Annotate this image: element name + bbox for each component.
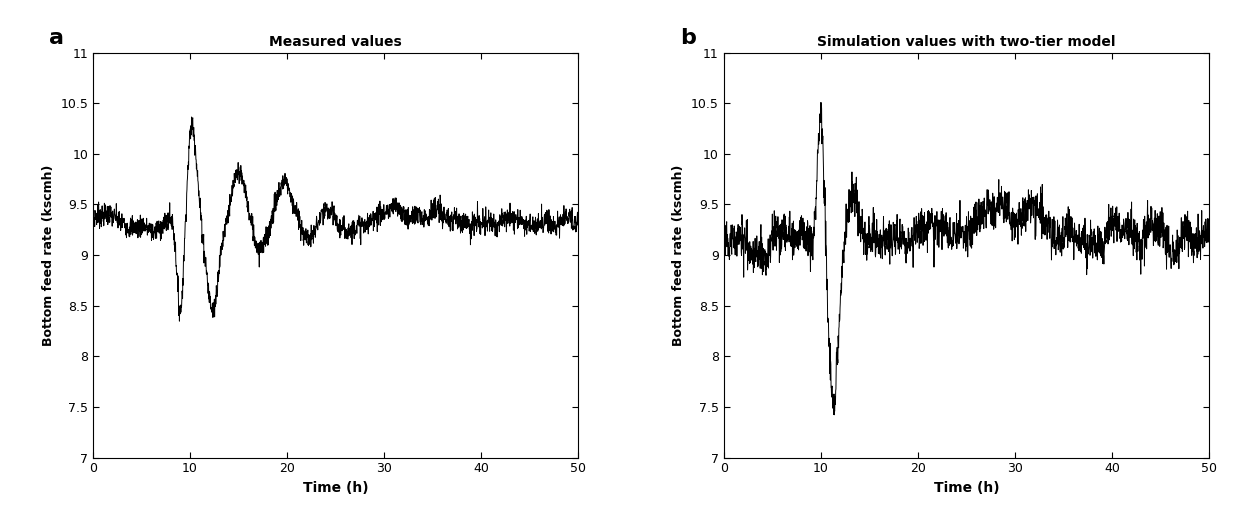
X-axis label: Time (h): Time (h) (934, 481, 999, 495)
Title: Measured values: Measured values (269, 35, 402, 49)
Y-axis label: Bottom feed rate (kscmh): Bottom feed rate (kscmh) (42, 165, 55, 346)
X-axis label: Time (h): Time (h) (303, 481, 368, 495)
Title: Simulation values with two-tier model: Simulation values with two-tier model (817, 35, 1116, 49)
Y-axis label: Bottom feed rate (kscmh): Bottom feed rate (kscmh) (672, 165, 686, 346)
Text: b: b (680, 28, 696, 48)
Text: a: a (50, 28, 64, 48)
